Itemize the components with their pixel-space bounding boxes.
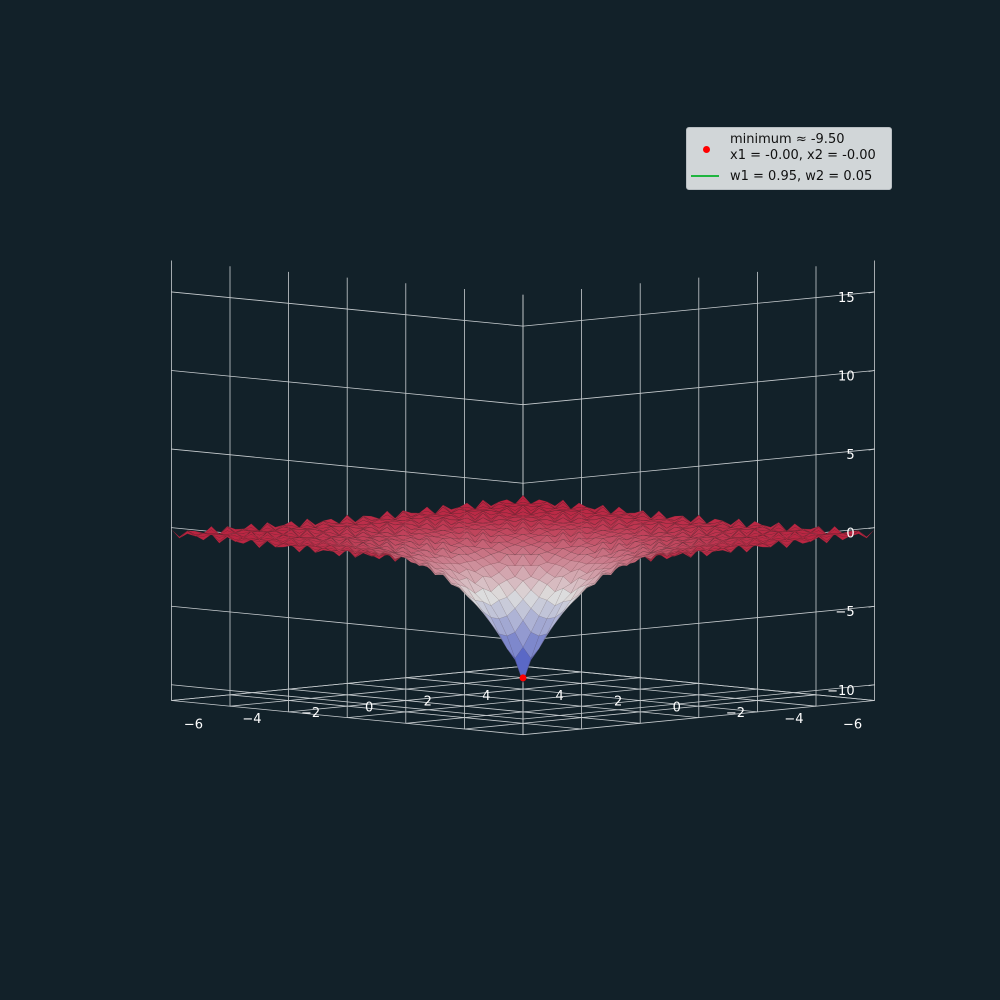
floor-gridline	[405, 677, 758, 713]
z-tick-mark	[868, 448, 875, 451]
floor-gridline	[288, 688, 641, 724]
z-tick-label: 10	[838, 370, 855, 385]
minimum-point-layer	[519, 674, 527, 682]
z-tick-mark	[868, 291, 875, 294]
legend-minimum-marker	[703, 146, 710, 153]
x-tick-label: 4	[555, 689, 563, 704]
legend-weights-label: w1 = 0.95, w2 = 0.05	[730, 169, 873, 184]
y-tick-label: −2	[301, 706, 320, 721]
z-tick-label: 5	[846, 448, 854, 463]
floor-gridline	[347, 683, 699, 718]
z-tick-mark	[868, 527, 875, 530]
axis-line	[522, 665, 875, 701]
x-tick-label: −4	[784, 712, 803, 727]
x-tick-label: −2	[726, 706, 745, 721]
legend-weights-line	[691, 175, 719, 177]
legend-minimum-coordinates: x1 = -0.00, x2 = -0.00	[730, 148, 876, 163]
x-tick-label: 0	[673, 700, 681, 715]
floor-gridline	[171, 700, 524, 736]
legend: minimum ≈ -9.50 x1 = -0.00, x2 = -0.00 w…	[686, 127, 892, 190]
z-tick-label: −10	[827, 684, 854, 699]
y-tick-label: −4	[242, 712, 261, 727]
x-tick-label: −6	[843, 718, 862, 733]
axis-line	[171, 665, 524, 701]
x-tick-label: 2	[614, 695, 622, 710]
z-tick-label: 15	[838, 291, 855, 306]
surface-mesh	[171, 495, 875, 683]
y-tick-label: 2	[424, 695, 432, 710]
z-tick-mark	[868, 370, 875, 372]
y-tick-label: −6	[184, 718, 203, 733]
floor-gridline	[229, 694, 582, 730]
legend-minimum-label: minimum ≈ -9.50	[730, 132, 845, 147]
y-tick-label: 0	[365, 700, 373, 715]
y-tick-label: 4	[482, 689, 490, 704]
surface-facet	[514, 495, 532, 505]
z-tick-mark	[868, 605, 875, 608]
z-tick-label: −5	[835, 605, 854, 620]
minimum-point-marker	[519, 674, 527, 682]
axis-tick-labels: −10 −5 0 5 10 15 −6 −4 −2 0 2 4 −6 −4 −2 0 2 4	[184, 291, 875, 733]
z-tick-mark	[868, 684, 875, 687]
z-tick-label: 0	[846, 527, 854, 542]
